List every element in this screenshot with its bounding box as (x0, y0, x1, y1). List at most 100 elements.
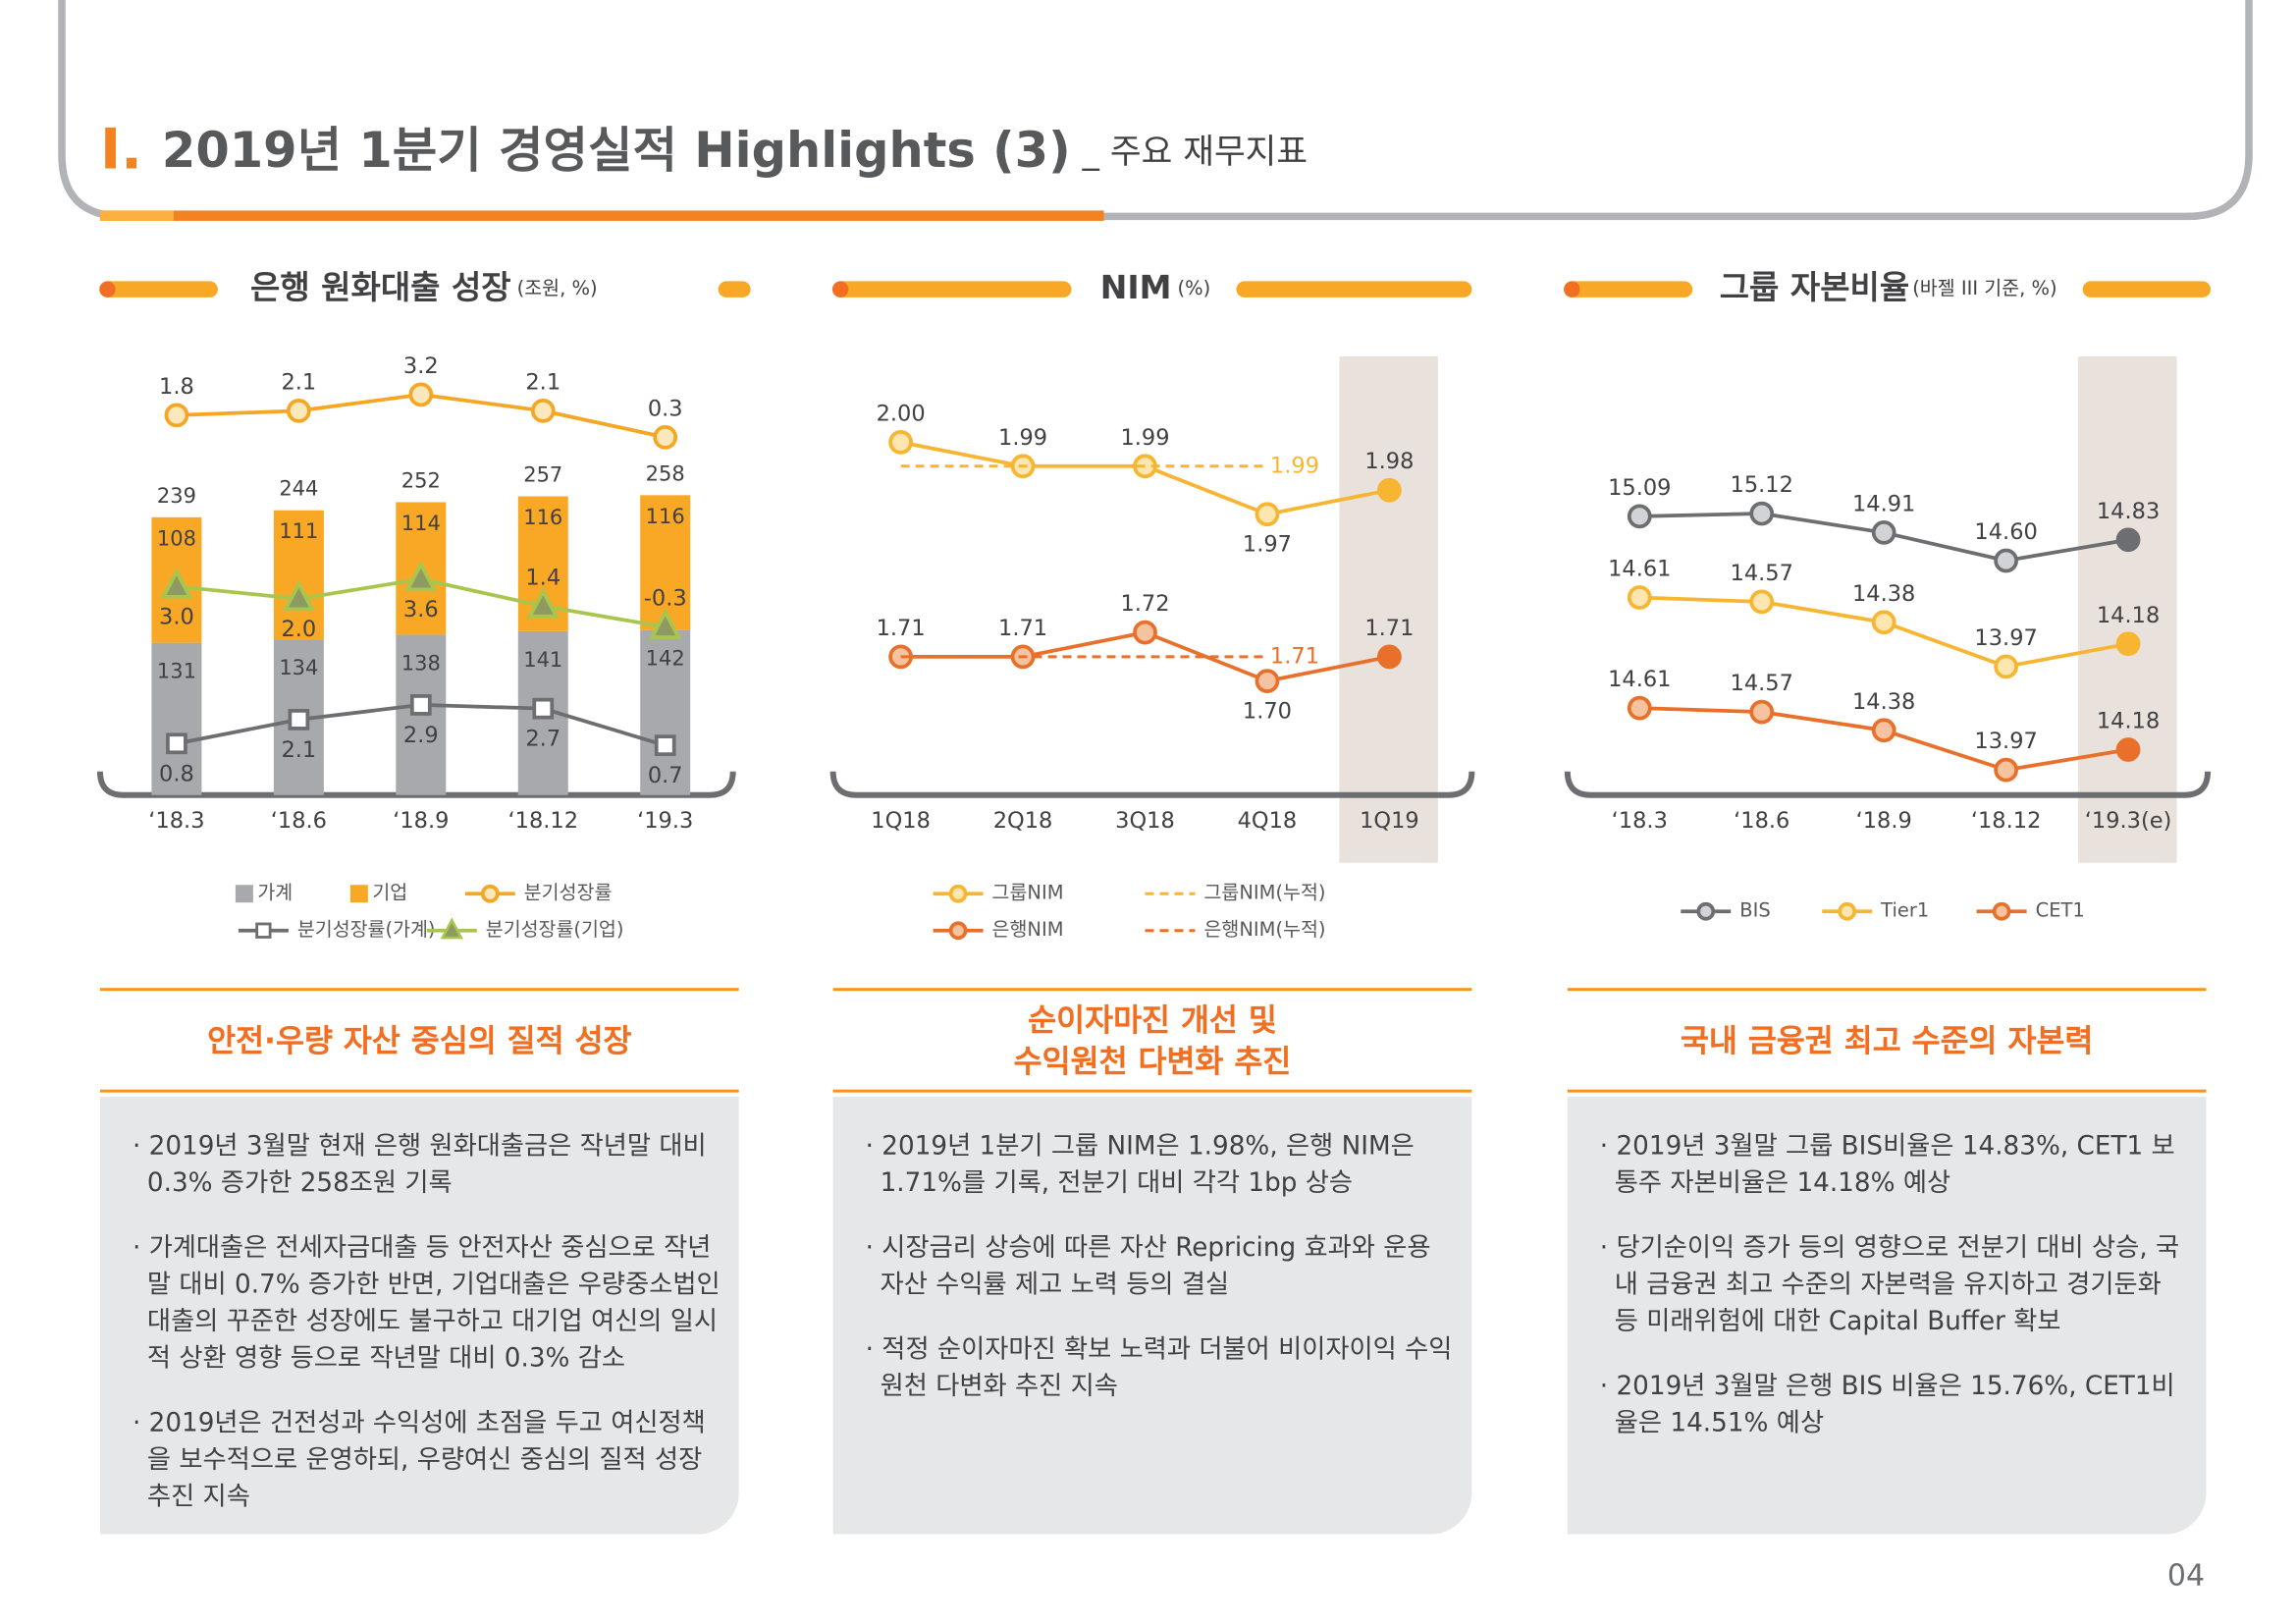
value-label: 1.72 (1120, 591, 1169, 617)
value-label: 3.2 (403, 353, 439, 379)
pill (718, 281, 751, 298)
marker (1871, 718, 1896, 743)
x-tick-label: ‘18.6 (271, 808, 327, 834)
value-label: 3.6 (403, 597, 439, 623)
bar-label: 116 (523, 506, 562, 529)
bar-label: 114 (401, 512, 441, 535)
chart-title: NIM (1100, 267, 1172, 305)
pill (2082, 281, 2212, 298)
highlight-band (1339, 355, 1438, 863)
panel-box: · 2019년 3월말 그룹 BIS비율은 14.83%, CET1 보통주 자… (1567, 1097, 2207, 1535)
value-label: 2.9 (403, 723, 439, 748)
value-label: 14.61 (1608, 556, 1671, 581)
bullet: · 2019년 3월말 은행 BIS 비율은 15.76%, CET1비율은 1… (1599, 1372, 2175, 1439)
header-subtitle: _ 주요 재무지표 (1082, 132, 1308, 171)
x-tick-label: 3Q18 (1115, 808, 1175, 834)
x-axis (1564, 771, 2212, 798)
marker (653, 424, 678, 450)
marker (1749, 589, 1775, 615)
x-tick-label: 1Q19 (1360, 808, 1419, 834)
marker (1627, 504, 1652, 529)
legend-label: 가계 (257, 882, 293, 904)
total-label: 244 (279, 477, 318, 501)
value-label: 1.8 (159, 374, 194, 400)
value-label: 14.91 (1852, 491, 1915, 516)
chart-title: 그룹 자본비율 (1720, 267, 1909, 305)
x-tick-label: ‘18.9 (393, 808, 449, 834)
value-label: 14.57 (1731, 561, 1793, 586)
legend-label: 은행NIM(누적) (1203, 918, 1325, 941)
value-label: 14.38 (1852, 689, 1915, 715)
chart-unit: (바젤 III 기준, %) (1912, 276, 2056, 298)
bar-segment (640, 629, 691, 795)
marker (2115, 631, 2141, 657)
marker (160, 568, 193, 599)
value-label: 14.57 (1731, 671, 1793, 696)
chart-heading: NIM (%) (1100, 267, 1210, 305)
pill (832, 281, 1072, 298)
value-label: 0.8 (159, 761, 194, 786)
total-label: 252 (401, 468, 441, 492)
x-tick-label: ‘18.3 (148, 808, 204, 834)
value-label: 2.7 (525, 727, 561, 752)
legend-label: CET1 (2036, 899, 2085, 922)
value-label: 0.3 (648, 396, 683, 421)
pill (99, 281, 218, 298)
total-label: 257 (523, 463, 562, 487)
marker (1994, 654, 2018, 679)
legend-label: Tier1 (1880, 899, 1929, 922)
marker (1838, 901, 1857, 921)
bullet: · 적정 순이자마진 확보 노력과 더불어 비이자이익 수익원천 다변화 추진 … (865, 1335, 1453, 1402)
marker (649, 608, 682, 639)
legend-label: 그룹NIM (992, 882, 1064, 904)
marker (888, 429, 913, 455)
value-label: 1.70 (1243, 699, 1292, 725)
pill-end (1564, 281, 1580, 298)
marker (1871, 610, 1896, 635)
section-pills (99, 281, 2212, 298)
header-title: 2019년 1분기 경영실적 Highlights (3) (162, 121, 1071, 178)
marker (948, 884, 968, 903)
marker (948, 921, 968, 941)
legend-label: 그룹NIM(누적) (1203, 882, 1325, 904)
bullet: · 시장금리 상승에 따른 자산 Repricing 효과와 운용 자산 수익률… (865, 1233, 1431, 1301)
value-label: 1.98 (1364, 449, 1414, 474)
value-label: 1.71 (998, 616, 1047, 641)
panel-title: 국내 금융권 최고 수준의 자본력 (1567, 988, 2207, 1093)
value-label: 1.99 (998, 425, 1047, 451)
bullet: · 2019년 3월말 현재 은행 원화대출금은 작년말 대비 0.3% 증가한… (132, 1132, 707, 1199)
marker (1377, 477, 1402, 503)
x-tick-label: ‘18.12 (508, 808, 579, 834)
marker (532, 697, 555, 720)
x-tick-label: ‘18.12 (1971, 808, 2042, 834)
bar-label: 142 (646, 647, 685, 671)
panel-title-line: 국내 금융권 최고 수준의 자본력 (1680, 1022, 2094, 1058)
panel-box: · 2019년 3월말 현재 은행 원화대출금은 작년말 대비 0.3% 증가한… (99, 1097, 739, 1535)
bar-label: 141 (523, 648, 562, 672)
marker (1992, 901, 2011, 921)
panel-box: · 2019년 1분기 그룹 NIM은 1.98%, 은행 NIM은 1.71%… (832, 1097, 1472, 1535)
bullet: · 가계대출은 전세자금대출 등 안전자산 중심으로 작년말 대비 0.7% 증… (132, 1233, 721, 1375)
pill-end (831, 281, 849, 298)
bullet: · 2019년은 건전성과 수익성에 초점을 두고 여신정책을 보수적으로 운영… (132, 1409, 706, 1513)
x-tick-label: ‘18.3 (1612, 808, 1668, 834)
chart-heading: 그룹 자본비율 (바젤 III 기준, %) (1720, 267, 2057, 305)
legend-label: 분기성장률(가계) (297, 918, 436, 941)
value-label: -0.3 (644, 586, 687, 612)
value-label: 2.1 (281, 737, 316, 763)
marker (409, 694, 432, 716)
value-label: 2.0 (281, 617, 316, 642)
legend-label: 분기성장률(기업) (486, 918, 624, 941)
bullet: · 2019년 1분기 그룹 NIM은 1.98%, 은행 NIM은 1.71%… (865, 1132, 1415, 1199)
marker (1994, 548, 2018, 573)
marker (1696, 901, 1716, 921)
x-axis (829, 771, 1475, 798)
chart-unit: (%) (1177, 276, 1210, 298)
marker (440, 917, 463, 940)
legend-swatch (235, 885, 253, 903)
legend-swatch (349, 885, 368, 903)
x-tick-label: 2Q18 (993, 808, 1053, 834)
header-text: 2019년 1분기 경영실적 Highlights (3) _ 주요 재무지표 (162, 121, 1308, 178)
marker (530, 399, 556, 423)
bullet: · 당기순이익 증가 등의 영향으로 전분기 대비 상승, 국내 금융권 최고 … (1599, 1233, 2180, 1337)
